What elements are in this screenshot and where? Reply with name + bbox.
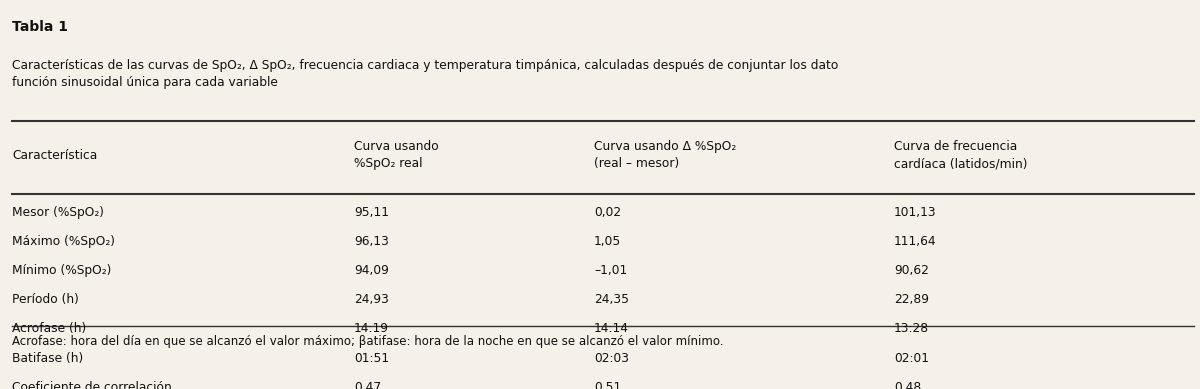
Text: 111,64: 111,64 — [894, 235, 937, 248]
Text: 0,47: 0,47 — [354, 381, 382, 389]
Text: 95,11: 95,11 — [354, 205, 389, 219]
Text: Curva usando Δ %SpO₂
(real – mesor): Curva usando Δ %SpO₂ (real – mesor) — [594, 140, 737, 170]
Text: Curva de frecuencia
cardíaca (latidos/min): Curva de frecuencia cardíaca (latidos/mi… — [894, 140, 1027, 170]
Text: 1,05: 1,05 — [594, 235, 622, 248]
Text: Período (h): Período (h) — [12, 293, 79, 306]
Text: 02:03: 02:03 — [594, 352, 629, 365]
Text: 01:51: 01:51 — [354, 352, 389, 365]
Text: Mínimo (%SpO₂): Mínimo (%SpO₂) — [12, 264, 112, 277]
Text: Acrofase (h): Acrofase (h) — [12, 322, 86, 335]
Text: Batifase (h): Batifase (h) — [12, 352, 83, 365]
Text: 0,02: 0,02 — [594, 205, 622, 219]
Text: 24,35: 24,35 — [594, 293, 629, 306]
Text: Máximo (%SpO₂): Máximo (%SpO₂) — [12, 235, 115, 248]
Text: 94,09: 94,09 — [354, 264, 389, 277]
Text: 02:01: 02:01 — [894, 352, 929, 365]
Text: Característica: Característica — [12, 149, 97, 161]
Text: 14:14: 14:14 — [594, 322, 629, 335]
Text: Acrofase: hora del día en que se alcanzó el valor máximo; βatifase: hora de la n: Acrofase: hora del día en que se alcanzó… — [12, 335, 724, 347]
Text: Curva usando
%SpO₂ real: Curva usando %SpO₂ real — [354, 140, 439, 170]
Text: 96,13: 96,13 — [354, 235, 389, 248]
Text: 0,51: 0,51 — [594, 381, 622, 389]
Text: 24,93: 24,93 — [354, 293, 389, 306]
Text: Mesor (%SpO₂): Mesor (%SpO₂) — [12, 205, 104, 219]
Text: Coeficiente de correlación: Coeficiente de correlación — [12, 381, 172, 389]
Text: Características de las curvas de SpO₂, Δ SpO₂, frecuencia cardiaca y temperatura: Características de las curvas de SpO₂, Δ… — [12, 59, 839, 89]
Text: Tabla 1: Tabla 1 — [12, 19, 68, 33]
Text: –1,01: –1,01 — [594, 264, 628, 277]
Text: 0,48: 0,48 — [894, 381, 922, 389]
Text: 13:28: 13:28 — [894, 322, 929, 335]
Text: 22,89: 22,89 — [894, 293, 929, 306]
Text: 101,13: 101,13 — [894, 205, 937, 219]
Text: 90,62: 90,62 — [894, 264, 929, 277]
Text: 14:19: 14:19 — [354, 322, 389, 335]
